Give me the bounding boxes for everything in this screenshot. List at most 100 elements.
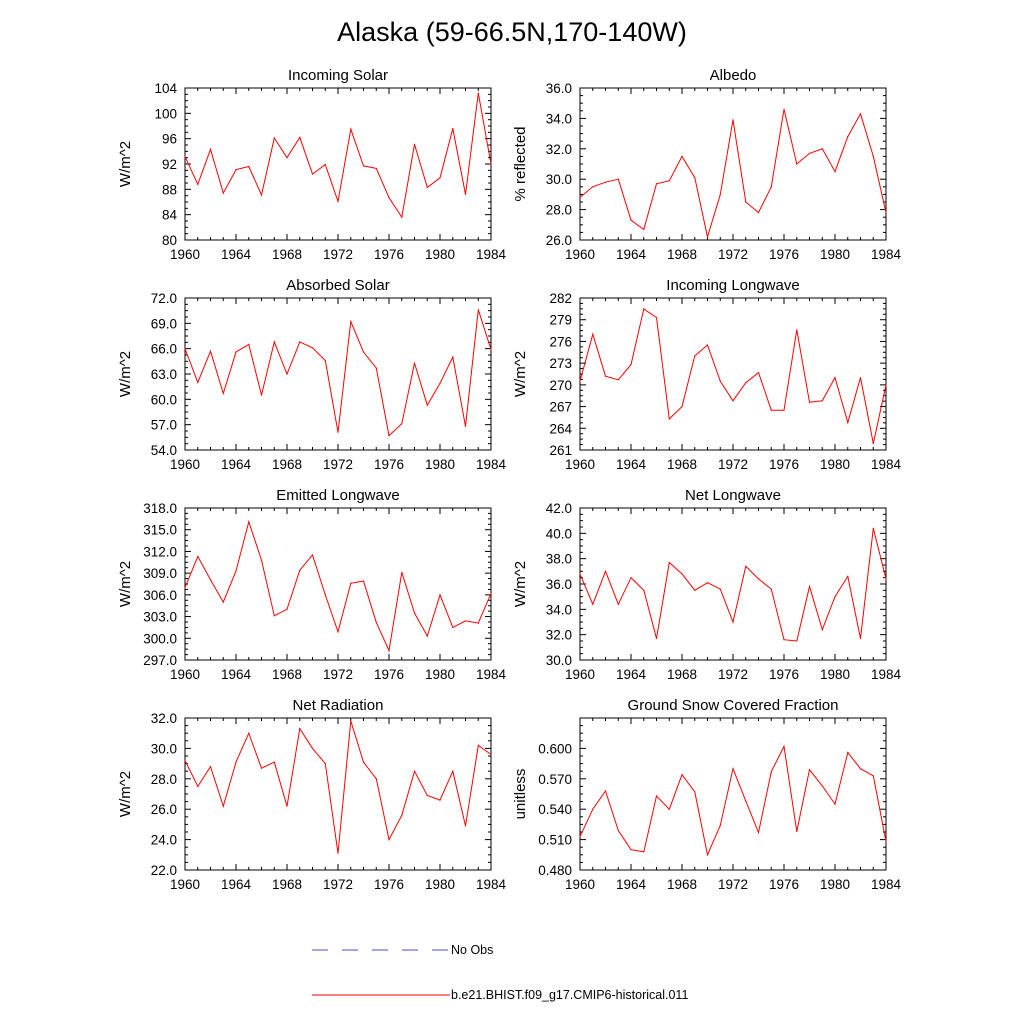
data-point [617, 379, 619, 381]
data-point [401, 423, 403, 425]
data-point [643, 851, 645, 853]
data-point [808, 152, 811, 154]
data-point [719, 380, 721, 382]
y-tick-label: 38.0 [546, 552, 572, 567]
data-point [222, 805, 224, 807]
data-point [248, 165, 250, 168]
y-axis-label: W/m^2 [117, 771, 134, 817]
data-point [719, 588, 721, 590]
plot-frame [184, 87, 492, 241]
data-point [375, 621, 377, 624]
plot-frame [579, 297, 887, 451]
x-tick-label: 1968 [272, 247, 302, 262]
data-point [655, 183, 658, 185]
x-tick-label: 1960 [170, 457, 200, 472]
x-tick-label: 1976 [769, 877, 799, 892]
data-point [579, 836, 581, 838]
data-point [885, 384, 887, 386]
x-tick-label: 1968 [667, 877, 697, 892]
y-tick-label: 276 [549, 334, 572, 349]
x-tick-label: 1972 [323, 877, 353, 892]
data-point [197, 183, 199, 185]
data-point [681, 573, 683, 575]
data-point [286, 608, 288, 610]
y-tick-label: 104 [154, 81, 177, 96]
data-point [375, 367, 377, 369]
y-tick-label: 30.0 [151, 741, 177, 756]
data-point [235, 761, 237, 763]
data-point [490, 348, 492, 351]
data-point [248, 343, 250, 345]
y-axis-label: W/m^2 [512, 561, 529, 607]
x-tick-label: 1980 [820, 667, 850, 682]
y-axis-label: W/m^2 [512, 351, 529, 397]
y-tick-label: 34.0 [546, 111, 572, 126]
data-point [808, 769, 811, 771]
data-point [872, 527, 874, 529]
data-point [464, 425, 467, 427]
data-point [273, 341, 275, 343]
y-tick-label: 30.0 [546, 653, 572, 668]
data-point [260, 394, 263, 396]
data-point [783, 639, 785, 641]
data-point [604, 375, 607, 377]
x-tick-label: 1964 [616, 667, 647, 682]
x-tick-label: 1964 [221, 247, 252, 262]
y-tick-label: 60.0 [151, 392, 177, 407]
plot-frame [579, 507, 887, 661]
data-point [630, 577, 632, 579]
data-point [248, 521, 250, 523]
x-tick-label: 1980 [820, 877, 850, 892]
data-point [719, 824, 721, 827]
y-tick-label: 315.0 [143, 523, 177, 538]
data-point [375, 778, 377, 780]
x-tick-label: 1964 [221, 877, 252, 892]
y-tick-label: 88 [162, 182, 177, 197]
data-point [668, 808, 670, 810]
data-point [311, 554, 314, 556]
x-tick-label: 1980 [820, 457, 850, 472]
x-tick-label: 1980 [425, 457, 455, 472]
data-point [808, 401, 811, 403]
data-point [337, 431, 339, 433]
data-point [235, 169, 237, 171]
data-point [401, 216, 403, 218]
y-axis-label: W/m^2 [117, 561, 134, 607]
x-tick-label: 1964 [221, 667, 252, 682]
data-point [388, 435, 390, 437]
y-tick-label: 63.0 [151, 367, 177, 382]
y-tick-label: 273 [549, 356, 572, 371]
x-tick-label: 1976 [769, 457, 799, 472]
data-point [859, 377, 862, 379]
panel-title: Absorbed Solar [286, 277, 389, 294]
data-point [694, 589, 696, 591]
data-point [337, 631, 339, 633]
data-point [668, 180, 670, 182]
y-tick-label: 72.0 [151, 291, 177, 306]
data-point [209, 350, 212, 352]
series-line [579, 308, 887, 444]
data-point [745, 382, 747, 384]
panel-title: Albedo [710, 67, 757, 84]
data-point [413, 362, 416, 364]
data-point [413, 143, 416, 145]
panel-net-radiation: Net Radiation W/m^2 1960 1964 1968 1972 1976 19… [117, 697, 507, 892]
data-point [197, 381, 199, 383]
data-point [719, 193, 721, 195]
data-point [452, 356, 454, 358]
data-point [452, 770, 454, 772]
data-point [847, 136, 849, 138]
data-point [324, 359, 326, 362]
data-point [770, 588, 772, 590]
y-tick-label: 36.0 [546, 577, 572, 592]
data-point [350, 720, 352, 722]
x-tick-label: 1964 [616, 247, 647, 262]
x-tick-label: 1972 [718, 457, 748, 472]
data-point [885, 841, 887, 843]
data-point [757, 578, 760, 580]
y-tick-label: 279 [549, 313, 572, 328]
y-tick-label: 0.480 [538, 863, 572, 878]
data-point [745, 565, 747, 567]
data-point [413, 612, 416, 614]
y-tick-label: 0.510 [538, 833, 572, 848]
